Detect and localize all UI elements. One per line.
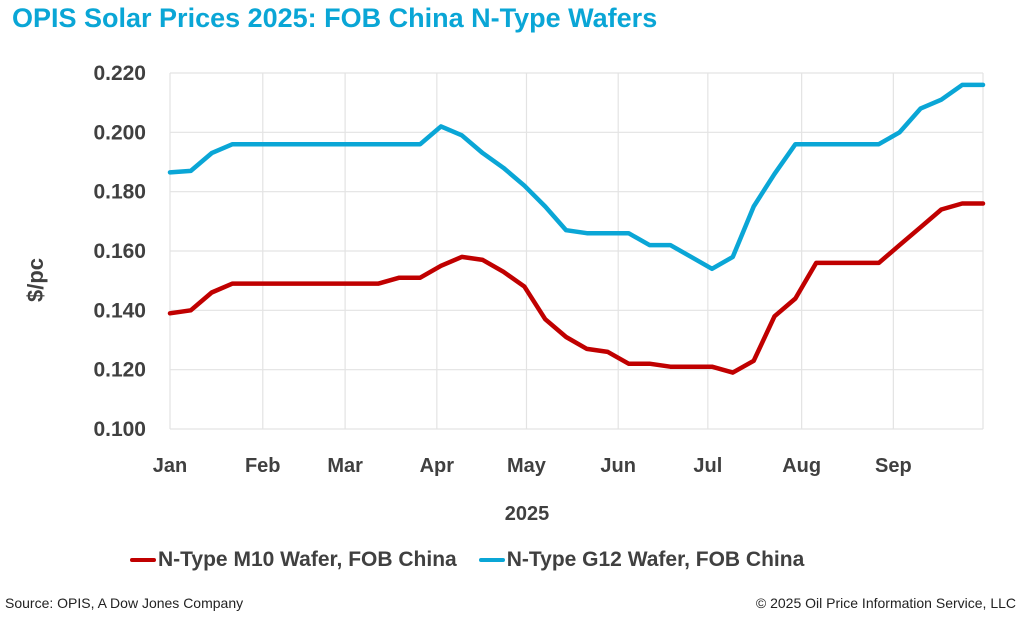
series-line-g12 — [167, 82, 986, 272]
y-tick-label: 0.140 — [93, 299, 146, 322]
x-tick-label: Mar — [327, 455, 363, 477]
legend-item-m10: N-Type M10 Wafer, FOB China — [130, 548, 457, 572]
series-lines — [167, 82, 986, 375]
y-tick-label: 0.100 — [93, 418, 146, 441]
x-tick-label: Aug — [782, 455, 821, 477]
x-tick-label: May — [507, 455, 547, 477]
y-axis-label: $/pc — [23, 257, 48, 303]
copyright-note: © 2025 Oil Price Information Service, LL… — [755, 595, 1016, 611]
x-tick-label: Jul — [693, 455, 722, 477]
legend: N-Type M10 Wafer, FOB China N-Type G12 W… — [130, 548, 826, 572]
x-tick-label: Sep — [875, 455, 912, 477]
x-axis-ticks: Jan Feb Mar Apr May Jun Jul Aug Sep — [153, 455, 912, 477]
x-tick-label: Jan — [153, 455, 187, 477]
legend-swatch-g12 — [478, 558, 505, 562]
legend-label-m10: N-Type M10 Wafer, FOB China — [158, 548, 457, 571]
y-tick-label: 0.200 — [93, 121, 146, 144]
legend-label-g12: N-Type G12 Wafer, FOB China — [506, 548, 805, 571]
y-tick-label: 0.180 — [93, 181, 146, 204]
source-note: Source: OPIS, A Dow Jones Company — [5, 595, 244, 611]
y-tick-label: 0.220 — [93, 62, 146, 85]
y-tick-label: 0.120 — [93, 359, 146, 382]
series-line-m10 — [167, 201, 986, 375]
x-tick-label: Feb — [245, 455, 281, 477]
legend-swatch-m10 — [130, 558, 156, 562]
y-axis-label-wrap: $/pc — [16, 250, 56, 310]
gridlines — [169, 72, 984, 430]
y-axis-ticks: 0.100 0.120 0.140 0.160 0.180 0.200 0.220 — [93, 62, 146, 441]
x-axis-label: 2025 — [504, 503, 550, 525]
x-tick-label: Jun — [600, 455, 636, 477]
legend-item-g12: N-Type G12 Wafer, FOB China — [478, 548, 805, 572]
x-tick-label: Apr — [420, 455, 455, 477]
y-tick-label: 0.160 — [93, 240, 146, 263]
chart-title: OPIS Solar Prices 2025: FOB China N-Type… — [12, 3, 658, 33]
